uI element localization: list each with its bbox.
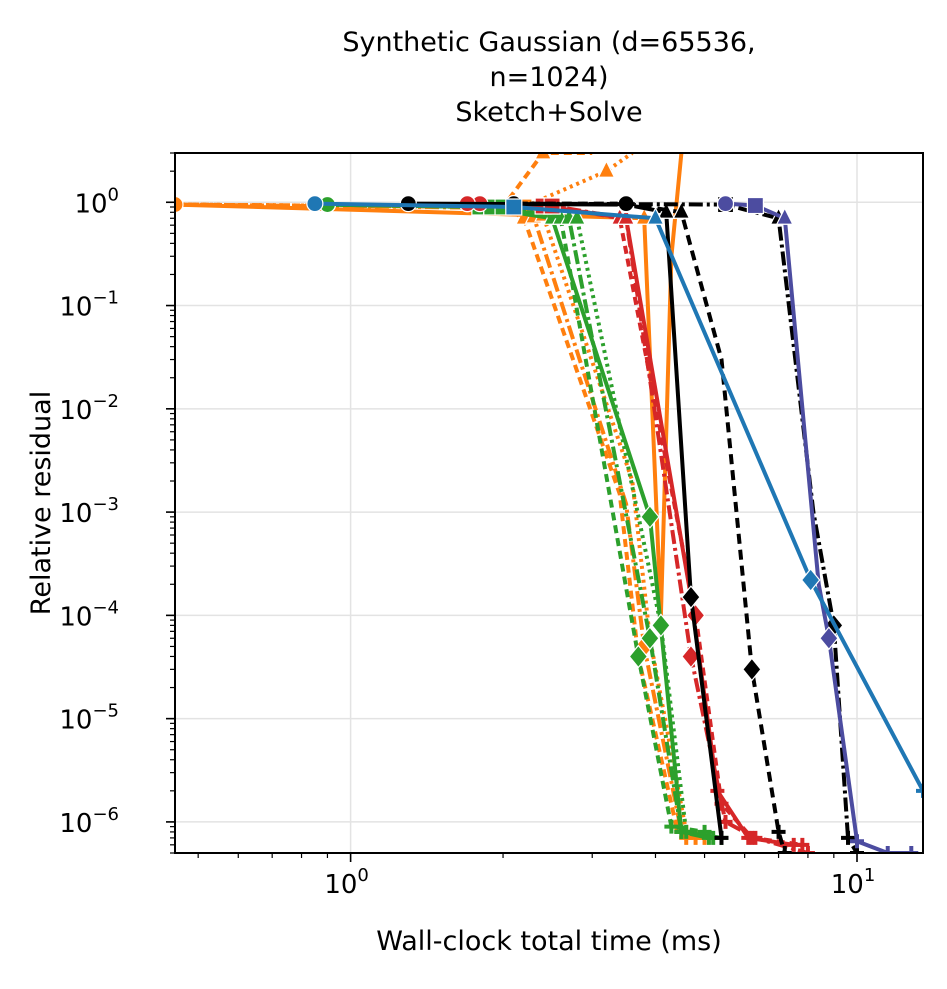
marker-plus xyxy=(904,846,919,853)
marker-triangle xyxy=(568,206,587,225)
marker-diamond xyxy=(628,644,649,669)
marker-plus xyxy=(800,846,815,853)
y-tick-exponent: −1 xyxy=(92,288,119,309)
marker-diamond xyxy=(681,585,701,610)
marker-diamond xyxy=(800,568,821,592)
y-tick-label: 10−3 xyxy=(59,494,119,529)
marker-triangle xyxy=(534,153,553,160)
y-tick-exponent: −6 xyxy=(92,804,119,825)
marker-plus xyxy=(714,830,729,845)
x-tick-exponent: 1 xyxy=(864,865,875,886)
y-tick-exponent: −2 xyxy=(92,391,119,412)
plot-frame xyxy=(174,152,924,854)
chart-title-line-2: n=1024) xyxy=(490,62,609,93)
y-tick-exponent: 0 xyxy=(108,184,119,205)
series-line xyxy=(467,201,809,853)
series-line xyxy=(175,202,688,840)
y-tick-exponent: −4 xyxy=(92,597,119,618)
marker-circle xyxy=(716,195,735,213)
marker-circle xyxy=(306,195,324,213)
marker-plus xyxy=(771,824,786,839)
y-axis-label: Relative residual xyxy=(26,391,57,615)
x-tick-label: 100 xyxy=(324,865,369,900)
x-tick-exponent: 0 xyxy=(357,865,368,886)
marker-diamond xyxy=(640,504,660,529)
marker-plus xyxy=(850,846,864,853)
marker-circle xyxy=(175,195,184,214)
marker-square xyxy=(746,196,764,215)
series-0 xyxy=(175,195,694,845)
series-line xyxy=(175,202,697,840)
series-line xyxy=(314,201,923,792)
marker-square xyxy=(505,198,523,216)
y-tick-label: 10−6 xyxy=(59,804,119,839)
marker-diamond xyxy=(651,613,671,638)
marker-plus xyxy=(748,830,763,845)
y-tick-exponent: −5 xyxy=(92,701,119,722)
chart-title-line-1: Synthetic Gaussian (d=65536, xyxy=(342,27,755,58)
marker-plus xyxy=(850,834,864,849)
y-tick-label: 10−2 xyxy=(59,391,119,426)
x-tick-label: 101 xyxy=(831,865,876,900)
x-axis-label: Wall-clock total time (ms) xyxy=(376,926,722,957)
marker-plus xyxy=(777,846,792,853)
series-line xyxy=(175,153,634,209)
series-line xyxy=(175,202,706,840)
marker-plus xyxy=(916,783,923,798)
chart-title-line-3: Sketch+Solve xyxy=(455,97,642,128)
marker-plus xyxy=(679,824,694,839)
marker-triangle xyxy=(775,206,794,225)
y-tick-label: 10−5 xyxy=(59,701,119,736)
series-16 xyxy=(716,195,919,853)
series-line xyxy=(725,201,912,853)
series-12 xyxy=(458,195,815,853)
marker-diamond xyxy=(640,626,660,651)
marker-plus xyxy=(841,830,856,845)
grid xyxy=(175,153,923,853)
marker-triangle xyxy=(597,159,616,178)
y-tick-label: 10−1 xyxy=(59,288,119,323)
y-tick-label: 10−4 xyxy=(59,597,119,632)
marker-triangle xyxy=(672,200,691,219)
marker-diamond xyxy=(742,657,762,682)
marker-plus xyxy=(664,819,679,834)
y-tick-label: 100 xyxy=(74,184,119,219)
series-17 xyxy=(306,195,923,798)
series-5 xyxy=(175,153,684,618)
series-layer xyxy=(175,153,923,853)
marker-plus xyxy=(880,846,895,853)
marker-triangle xyxy=(646,206,665,225)
marker-diamond xyxy=(819,626,839,651)
y-tick-exponent: −3 xyxy=(92,494,119,515)
